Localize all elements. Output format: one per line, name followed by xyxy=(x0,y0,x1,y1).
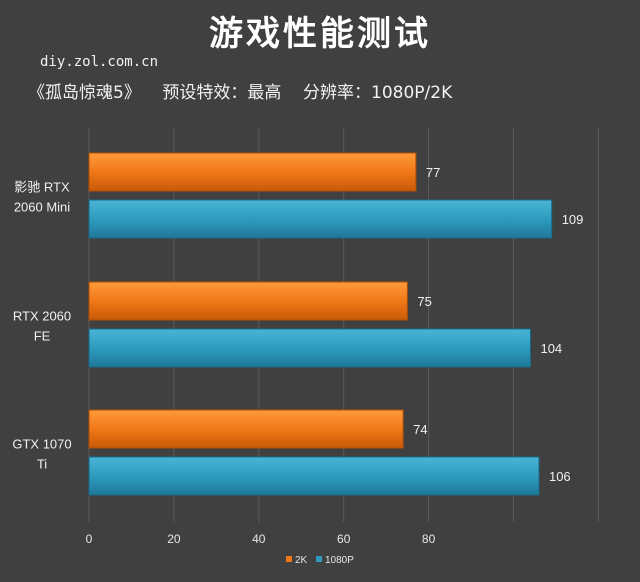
category-label: FE xyxy=(34,329,51,344)
x-tick-label: 80 xyxy=(422,532,436,546)
x-tick-label: 60 xyxy=(337,532,351,546)
chart-subtitle: 《孤岛惊魂5》 预设特效：最高 分辨率：1080P/2K xyxy=(28,83,453,103)
legend-swatch-1080p xyxy=(316,556,322,562)
category-label: RTX 2060 xyxy=(13,309,71,324)
bar-1080p-1 xyxy=(88,328,531,368)
legend-label: 1080P xyxy=(325,555,354,566)
data-label: 104 xyxy=(540,341,562,356)
bar-1080p-2 xyxy=(88,456,540,496)
x-tick-label: 0 xyxy=(86,532,93,546)
bar-1080p-0 xyxy=(88,199,553,239)
category-label: GTX 1070 xyxy=(12,437,71,452)
bar-2k-1 xyxy=(88,281,408,321)
data-label: 75 xyxy=(417,294,431,309)
x-tick-label: 40 xyxy=(252,532,266,546)
x-tick-label: 20 xyxy=(167,532,181,546)
chart-title: 游戏性能测试 xyxy=(209,14,431,54)
bar-2k-2 xyxy=(88,409,404,449)
source-site: diy.zol.com.cn xyxy=(40,54,159,70)
category-label: 2060 Mini xyxy=(14,200,70,215)
legend-label: 2K xyxy=(295,555,308,566)
bar-2k-0 xyxy=(88,152,417,192)
data-label: 109 xyxy=(562,212,584,227)
data-label: 77 xyxy=(426,165,440,180)
category-label: Ti xyxy=(37,457,47,472)
data-label: 74 xyxy=(413,422,427,437)
category-label: 影驰 RTX xyxy=(14,180,70,195)
legend-swatch-2k xyxy=(286,556,292,562)
data-label: 106 xyxy=(549,469,571,484)
